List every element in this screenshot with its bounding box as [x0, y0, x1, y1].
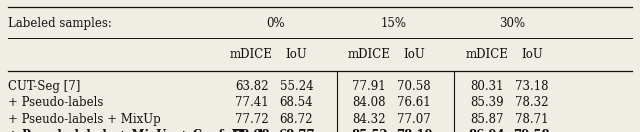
Text: 79.58: 79.58: [513, 129, 550, 132]
Text: 84.32: 84.32: [353, 113, 386, 126]
Text: CUT-Seg [7]: CUT-Seg [7]: [8, 80, 80, 93]
Text: 30%: 30%: [499, 17, 525, 30]
Text: 68.77: 68.77: [278, 129, 315, 132]
Text: mDICE: mDICE: [230, 48, 273, 61]
Text: IoU: IoU: [403, 48, 425, 61]
Text: 63.82: 63.82: [235, 80, 268, 93]
Text: 68.54: 68.54: [280, 96, 313, 109]
Text: 85.52: 85.52: [351, 129, 388, 132]
Text: IoU: IoU: [285, 48, 307, 61]
Text: 0%: 0%: [266, 17, 285, 30]
Text: 77.07: 77.07: [397, 113, 431, 126]
Text: 73.18: 73.18: [515, 80, 548, 93]
Text: + Pseudo-labels + MixUp + Conf. Mask: + Pseudo-labels + MixUp + Conf. Mask: [8, 129, 266, 132]
Text: 78.19: 78.19: [396, 129, 433, 132]
Text: 80.31: 80.31: [470, 80, 504, 93]
Text: 78.08: 78.08: [233, 129, 270, 132]
Text: 77.91: 77.91: [353, 80, 386, 93]
Text: 68.72: 68.72: [280, 113, 313, 126]
Text: 76.61: 76.61: [397, 96, 431, 109]
Text: 78.71: 78.71: [515, 113, 548, 126]
Text: 70.58: 70.58: [397, 80, 431, 93]
Text: Labeled samples:: Labeled samples:: [8, 17, 111, 30]
Text: 86.94: 86.94: [468, 129, 506, 132]
Text: mDICE: mDICE: [348, 48, 390, 61]
Text: 84.08: 84.08: [353, 96, 386, 109]
Text: 55.24: 55.24: [280, 80, 313, 93]
Text: 78.32: 78.32: [515, 96, 548, 109]
Text: IoU: IoU: [521, 48, 543, 61]
Text: 77.41: 77.41: [235, 96, 268, 109]
Text: + Pseudo-labels: + Pseudo-labels: [8, 96, 103, 109]
Text: 85.87: 85.87: [470, 113, 504, 126]
Text: + Pseudo-labels + MixUp: + Pseudo-labels + MixUp: [8, 113, 161, 126]
Text: 85.39: 85.39: [470, 96, 504, 109]
Text: 77.72: 77.72: [235, 113, 268, 126]
Text: 15%: 15%: [381, 17, 406, 30]
Text: mDICE: mDICE: [466, 48, 508, 61]
